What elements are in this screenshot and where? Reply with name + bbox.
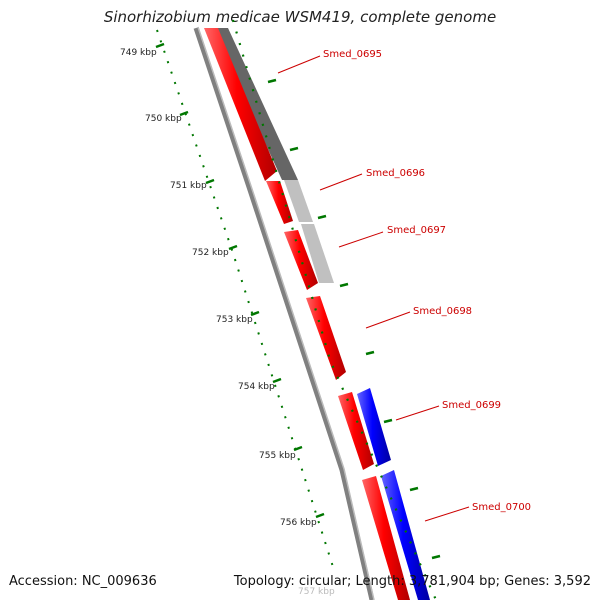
- gene-label-smed-0695[interactable]: Smed_0695: [323, 49, 382, 60]
- ruler-tick-mark: [228, 244, 238, 251]
- gene-smed-0699-cds: [338, 392, 374, 470]
- ruler-tick-mark: [315, 512, 325, 519]
- outer-tick-mark: [267, 78, 277, 84]
- outer-tick-mark: [409, 486, 419, 492]
- ruler-tick-label: 749 kbp: [120, 48, 157, 58]
- gene-smed-0700-cds: [362, 476, 410, 600]
- outer-tick-mark: [383, 418, 393, 424]
- outer-tick-mark: [431, 554, 441, 560]
- ruler-tick-mark: [250, 310, 260, 317]
- gc-segment-light: [301, 224, 334, 283]
- accession-text: Accession: NC_009636: [9, 574, 157, 589]
- gene-labels: Smed_0695 Smed_0696 Smed_0697 Smed_0698 …: [277, 49, 531, 522]
- ruler-tick-mark: [205, 178, 215, 185]
- gene-label-smed-0696[interactable]: Smed_0696: [366, 168, 425, 179]
- ruler-tick-label: 751 kbp: [170, 181, 207, 191]
- ruler-ticks: 749 kbp 750 kbp 751 kbp 752 kbp 753 kbp …: [120, 42, 335, 597]
- genome-summary-text: Topology: circular; Length: 3,781,904 bp…: [233, 574, 591, 589]
- gene-label-leader: [395, 405, 440, 421]
- ruler-tick-label: 753 kbp: [216, 315, 253, 325]
- gene-smed-0699-reverse: [357, 388, 391, 466]
- gene-smed-0697-cds: [284, 230, 318, 290]
- outer-tick-mark: [317, 214, 327, 220]
- gene-label-smed-0699[interactable]: Smed_0699: [442, 400, 501, 411]
- ruler-tick-label: 757 kbp: [298, 587, 335, 597]
- gene-smed-0698-cds: [306, 296, 346, 380]
- ruler-tick-label: 754 kbp: [238, 382, 275, 392]
- gene-label-leader: [277, 55, 321, 74]
- backbone-highlight: [197, 26, 375, 600]
- gene-label-leader: [424, 506, 470, 522]
- ruler-tick-label: 756 kbp: [280, 518, 317, 528]
- gene-label-smed-0697[interactable]: Smed_0697: [387, 225, 446, 236]
- map-title: Sinorhizobium medicae WSM419, complete g…: [103, 8, 497, 26]
- gene-label-smed-0700[interactable]: Smed_0700: [472, 502, 531, 513]
- gc-segment-dark: [213, 28, 298, 180]
- ruler-tick-label: 750 kbp: [145, 114, 182, 124]
- ruler-track-outer: [231, 19, 438, 600]
- ruler-tick-label: 752 kbp: [192, 248, 229, 258]
- gene-label-leader: [338, 231, 384, 248]
- ruler-tick-mark: [155, 42, 165, 49]
- ruler-tick-mark: [272, 377, 282, 384]
- ruler-tick-mark: [293, 445, 303, 452]
- outer-tick-mark: [289, 146, 299, 152]
- gene-smed-0695-cds: [204, 28, 277, 181]
- ruler-ticks-outer: [267, 78, 441, 560]
- gc-segment-light: [284, 180, 313, 222]
- outer-tick-mark: [339, 282, 349, 288]
- gene-label-smed-0698[interactable]: Smed_0698: [413, 306, 472, 317]
- ruler-tick-mark: [179, 110, 189, 117]
- gene-label-leader: [319, 173, 363, 191]
- outer-tick-mark: [365, 350, 375, 356]
- gene-smed-0700-reverse: [381, 470, 430, 600]
- gene-label-leader: [365, 311, 411, 329]
- ruler-tick-label: 755 kbp: [259, 451, 296, 461]
- backbone-ring: [193, 27, 375, 600]
- gene-smed-0696-cds: [266, 181, 293, 224]
- ruler-track-inner: [156, 29, 335, 571]
